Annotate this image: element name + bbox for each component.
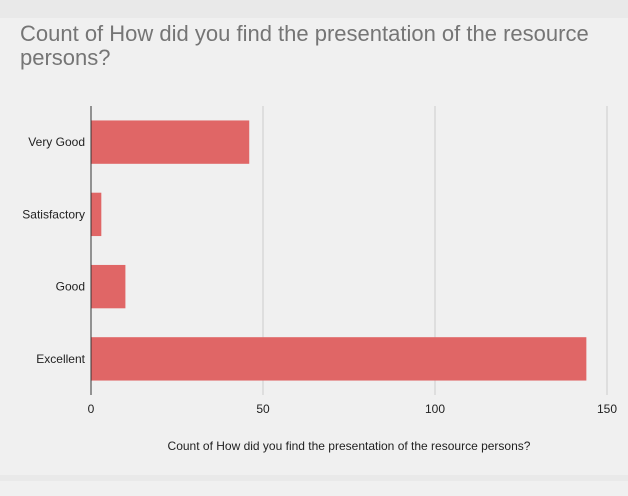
bar-good [91, 264, 126, 309]
category-labels: Very Good Satisfactory Good Excellent [22, 135, 85, 366]
bar-satisfactory [91, 192, 102, 237]
chart-title: Count of How did you find the presentati… [20, 21, 589, 70]
x-tick-label: 150 [597, 402, 617, 416]
category-label: Very Good [28, 135, 85, 149]
x-tick-label: 50 [256, 402, 270, 416]
x-axis-title: Count of How did you find the presentati… [168, 439, 531, 453]
x-tick-label: 0 [88, 402, 95, 416]
bar-excellent [91, 337, 587, 381]
next-card-edge [0, 481, 628, 496]
category-label: Excellent [36, 352, 85, 366]
bars [91, 120, 587, 381]
bar-very-good [91, 120, 250, 164]
x-tick-label: 100 [425, 402, 445, 416]
x-tick-labels: 0 50 100 150 [88, 402, 618, 416]
category-label: Good [56, 280, 85, 294]
chart-card [0, 18, 628, 475]
category-label: Satisfactory [22, 207, 85, 221]
